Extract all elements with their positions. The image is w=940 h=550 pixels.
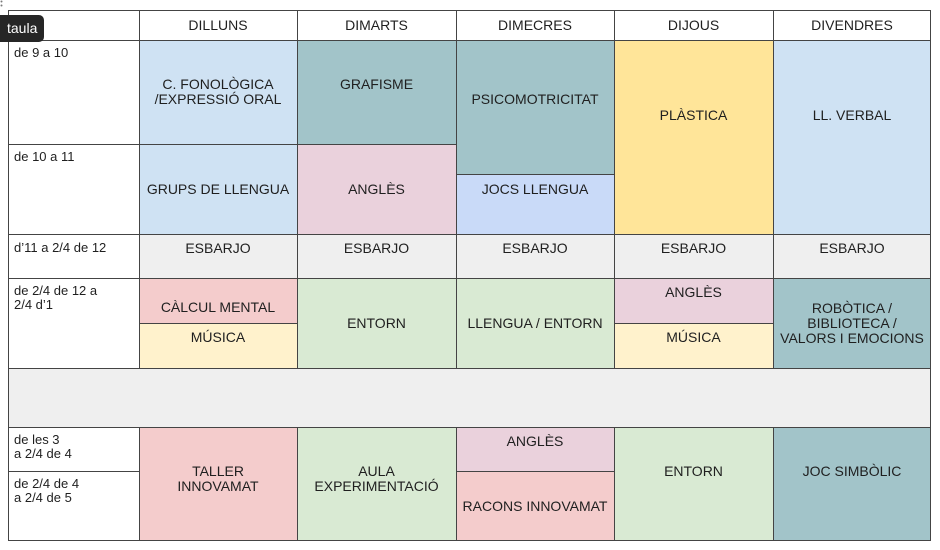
header-dimarts: DIMARTS (345, 16, 408, 33)
header-dilluns: DILLUNS (188, 16, 248, 33)
subject-mon-grups-llengua: GRUPS DE LLENGUA (139, 144, 297, 234)
subject-mon-musica: MÚSICA (139, 323, 297, 368)
time-slot-1530-1630: de 2/4 de 4 a 2/4 de 5 (14, 476, 80, 505)
break-mon: ESBARJO (139, 234, 297, 278)
subject-wed-racons-innovamat: RACONS INNOVAMAT (456, 471, 614, 541)
subject-mon-calcul-mental: CÀLCUL MENTAL (139, 278, 297, 323)
subject-wed-jocs-llengua: JOCS LLENGUA (456, 174, 614, 234)
header-dimecres: DIMECRES (498, 16, 572, 33)
subject-mon-fonologica: C. FONOLÒGICA /EXPRESSIÓ ORAL (139, 40, 297, 144)
subject-mon-taller-innovamat: TALLER INNOVAMAT (139, 427, 297, 541)
subject-thu-musica: MÚSICA (614, 323, 773, 368)
break-fri: ESBARJO (773, 234, 931, 278)
header-divendres: DIVENDRES (811, 16, 893, 33)
subject-tue-aula-experimentacio: AULA EXPERIMENTACIÓ (297, 427, 456, 541)
break-wed: ESBARJO (456, 234, 614, 278)
subject-fri-robotica: ROBÒTICA / BIBLIOTECA / VALORS I EMOCION… (773, 278, 931, 368)
time-slot-1130-1230: de 2/4 de 12 a 2/4 d’1 (14, 283, 98, 312)
time-slot-9-10: de 9 a 10 (14, 45, 69, 60)
lunch-gap-row (8, 368, 931, 427)
subject-tue-grafisme: GRAFISME (297, 40, 456, 144)
time-slot-11-1130: d’11 a 2/4 de 12 (14, 240, 107, 255)
break-tue: ESBARJO (297, 234, 456, 278)
subject-wed-llengua-entorn: LLENGUA / ENTORN (456, 278, 614, 368)
drag-handle-icon[interactable] (0, 0, 3, 8)
time-slot-15-1530: de les 3 a 2/4 de 4 (14, 432, 72, 461)
subject-tue-entorn: ENTORN (297, 278, 456, 368)
subject-wed-psicomotricitat: PSICOMOTRICITAT (456, 40, 614, 174)
table-tag-label[interactable]: taula (0, 15, 45, 42)
subject-thu-plastica: PLÀSTICA (614, 40, 773, 234)
subject-thu-angles: ANGLÈS (614, 278, 773, 323)
subject-fri-ll-verbal: LL. VERBAL (773, 40, 931, 234)
time-slot-10-11: de 10 a 11 (14, 149, 75, 164)
subject-wed-angles: ANGLÈS (456, 427, 614, 471)
subject-thu-entorn: ENTORN (614, 427, 773, 541)
break-thu: ESBARJO (614, 234, 773, 278)
header-dijous: DIJOUS (667, 16, 720, 33)
subject-fri-joc-simbolic: JOC SIMBÒLIC (773, 427, 931, 541)
subject-tue-angles: ANGLÈS (297, 144, 456, 234)
